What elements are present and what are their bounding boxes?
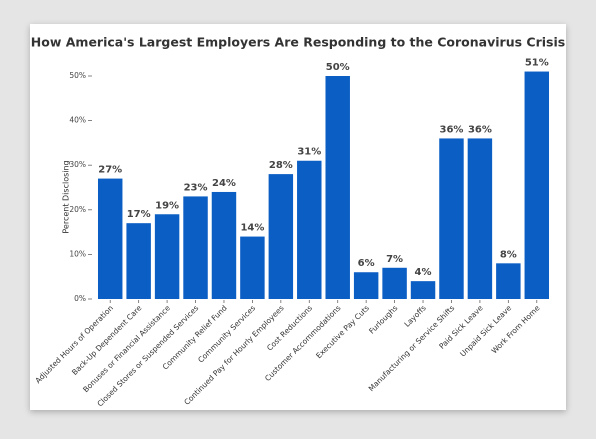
- value-label: 4%: [415, 267, 432, 278]
- bar: [410, 281, 436, 299]
- bar: [382, 267, 407, 299]
- x-tick-label: Continued Pay for Hourly Employees: [182, 303, 285, 406]
- value-label: 27%: [98, 165, 122, 176]
- bar: [496, 263, 521, 299]
- y-tick-label: 20%: [69, 205, 86, 214]
- x-tick-label: Unpaid Sick Leave: [458, 303, 513, 358]
- y-tick-label: 10%: [69, 249, 86, 258]
- value-label: 8%: [500, 249, 517, 260]
- y-tick-label: 30%: [69, 160, 86, 169]
- bar: [325, 76, 350, 299]
- value-label: 36%: [440, 124, 464, 135]
- bar: [240, 236, 265, 299]
- y-tick-label: 40%: [69, 116, 86, 125]
- value-label: 51%: [525, 58, 549, 69]
- bar: [524, 71, 550, 299]
- value-label: 6%: [358, 258, 375, 269]
- value-label: 7%: [386, 254, 403, 265]
- bar: [183, 196, 208, 299]
- value-label: 50%: [326, 62, 350, 73]
- y-tick-label: 50%: [69, 71, 86, 80]
- value-label: 36%: [468, 124, 492, 135]
- value-label: 23%: [184, 182, 208, 193]
- value-label: 28%: [269, 160, 293, 171]
- chart-title: How America's Largest Employers Are Resp…: [31, 35, 565, 50]
- y-tick-label: 0%: [74, 294, 86, 303]
- x-tick-label: Furloughs: [367, 303, 399, 335]
- bar: [467, 138, 493, 299]
- value-label: 24%: [212, 178, 236, 189]
- bar: [297, 160, 322, 299]
- bar: [268, 174, 294, 299]
- bar: [126, 223, 151, 299]
- bar: [211, 191, 237, 299]
- bar: [154, 214, 180, 299]
- bar: [97, 178, 123, 299]
- bar: [353, 272, 379, 299]
- x-tick-label: Layoffs: [402, 303, 427, 328]
- bar: [439, 138, 464, 299]
- x-tick-label: Work From Home: [490, 303, 542, 355]
- value-label: 31%: [297, 147, 321, 158]
- value-label: 14%: [240, 223, 264, 234]
- y-axis-label: Percent Disclosing: [62, 160, 71, 233]
- value-label: 19%: [155, 200, 179, 211]
- value-label: 17%: [127, 209, 151, 220]
- x-tick-label: Closed Stores or Suspended Services: [95, 303, 200, 408]
- x-tick-label: Executive Pay Cuts: [314, 303, 371, 360]
